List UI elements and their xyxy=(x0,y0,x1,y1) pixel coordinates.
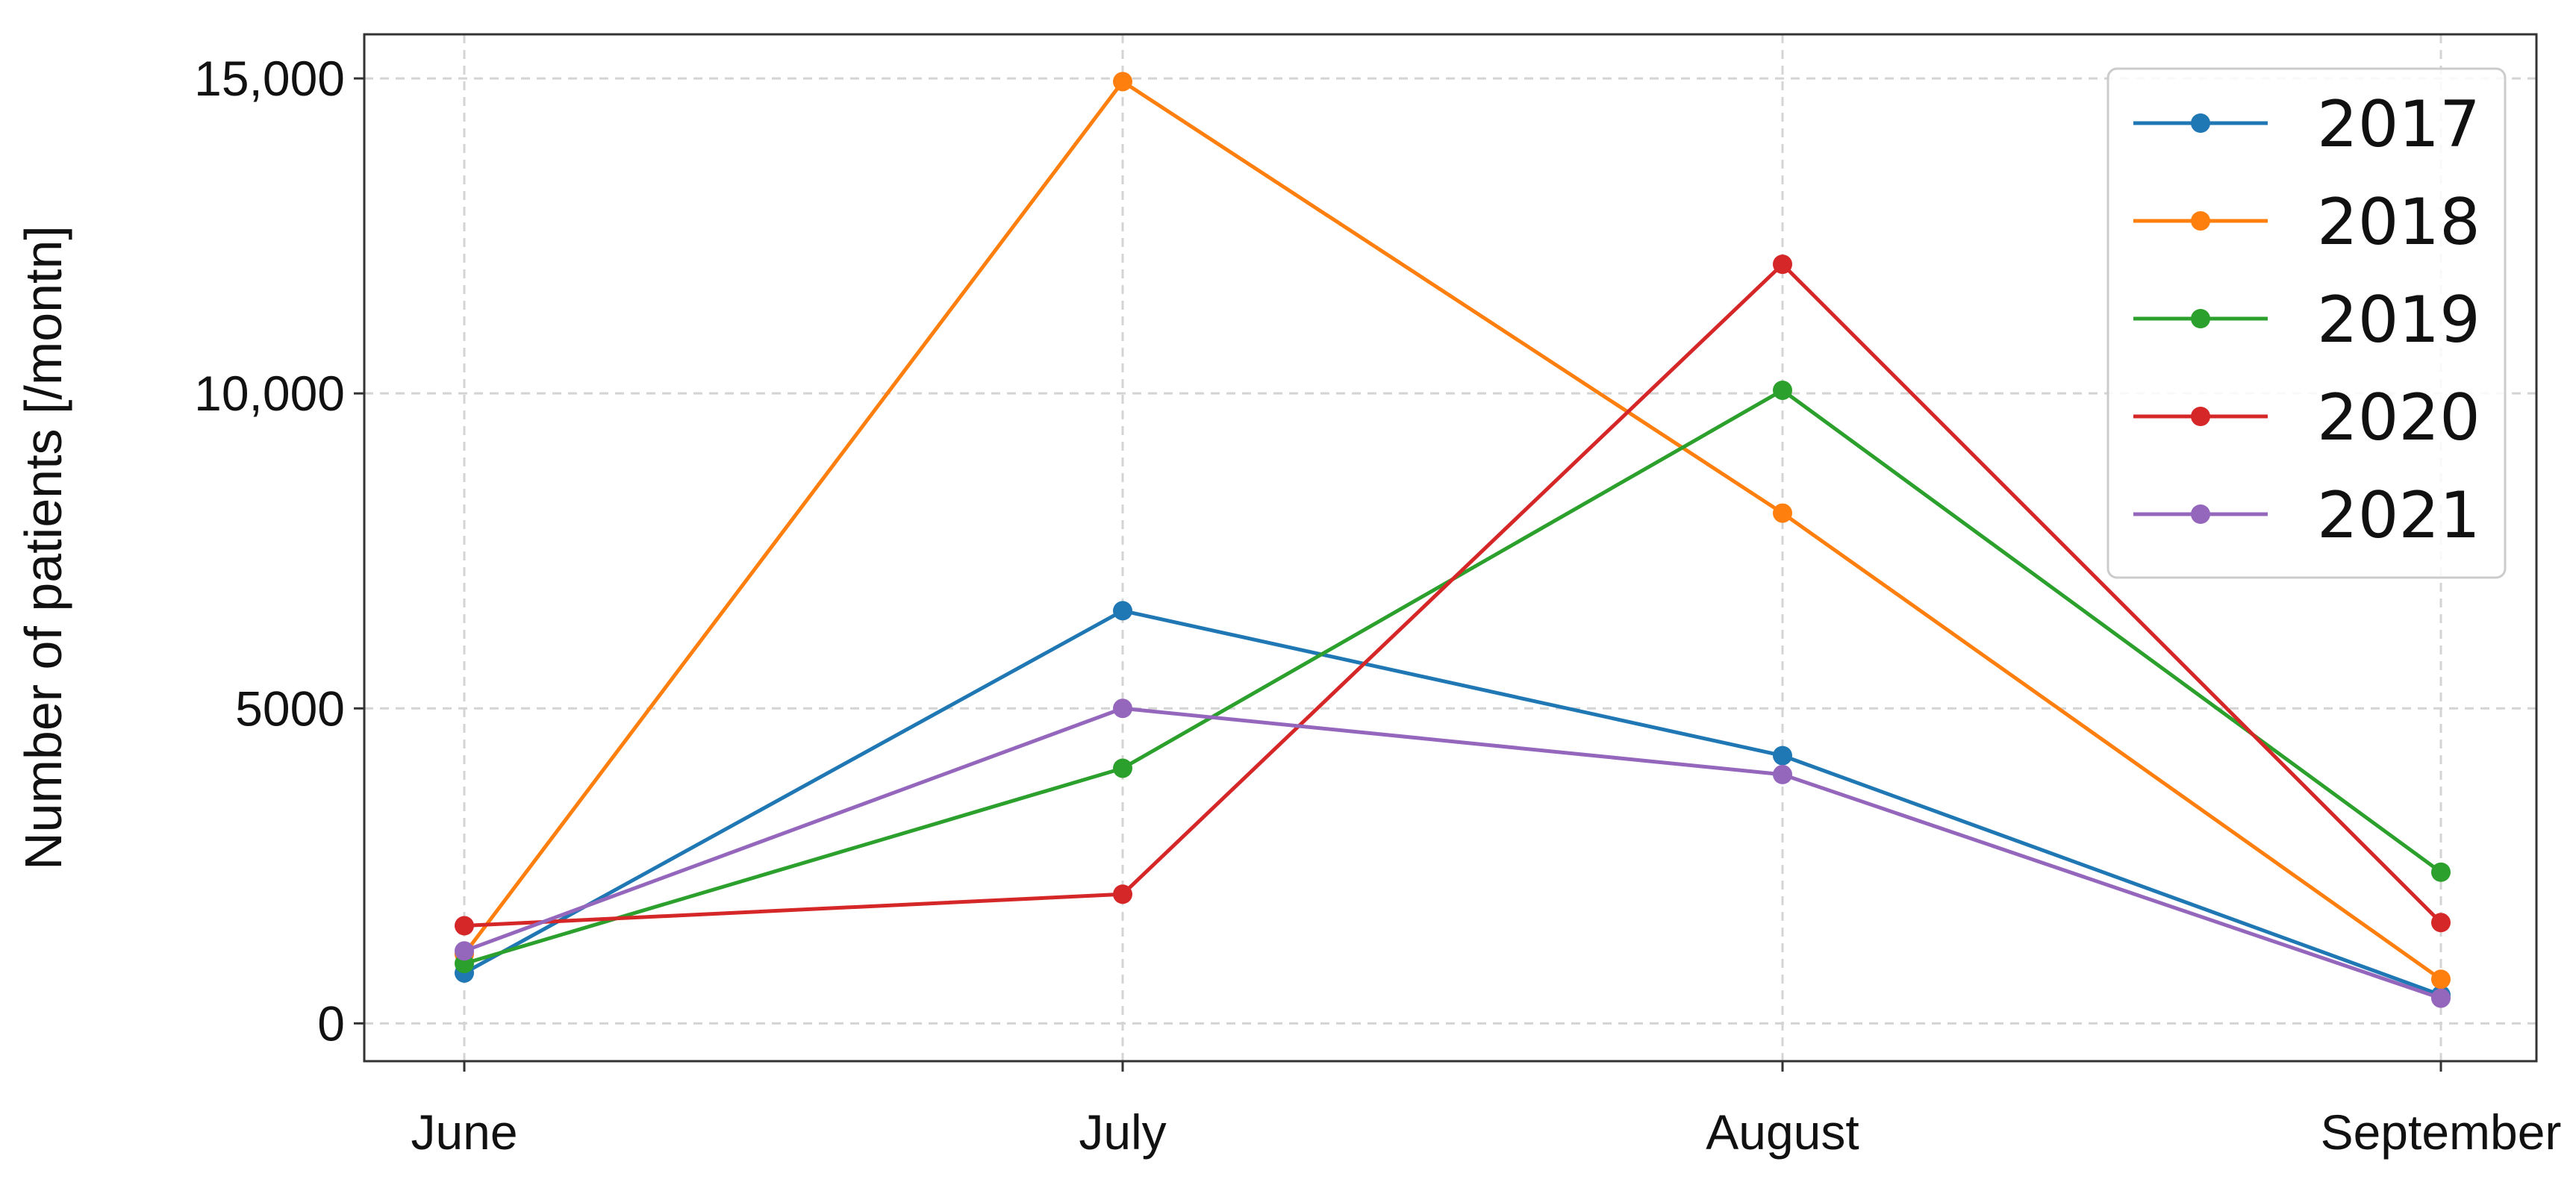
series-lines xyxy=(455,72,2451,1008)
data-point-2018-september xyxy=(2431,969,2451,990)
x-axis-ticks: June July August September xyxy=(411,1061,2561,1160)
legend-item-2018: 2018 xyxy=(2133,185,2480,260)
legend-marker xyxy=(2191,407,2210,426)
data-point-2021-september xyxy=(2431,988,2451,1008)
y-axis-label: Number of patients [/montn] xyxy=(14,225,72,870)
series-line-2017 xyxy=(462,608,2443,997)
legend-item-2020: 2020 xyxy=(2133,381,2480,455)
legend-item-2019: 2019 xyxy=(2133,283,2480,357)
legend-box xyxy=(2106,67,2507,579)
y-tick-label: 15,000 xyxy=(194,51,345,106)
data-point-2020-september xyxy=(2431,913,2451,933)
data-point-2021-august xyxy=(1773,764,1792,784)
legend-item-2021: 2021 xyxy=(2133,478,2480,553)
data-point-2019-august xyxy=(1773,380,1792,400)
y-axis-ticks: 0 5000 10,000 15,000 xyxy=(194,51,364,1051)
data-point-2020-august xyxy=(1773,254,1792,275)
x-tick-label: August xyxy=(1706,1104,1859,1160)
plot-frame xyxy=(363,33,2538,1063)
legend-label: 2017 xyxy=(2317,87,2480,162)
legend-label: 2021 xyxy=(2317,478,2480,553)
data-point-2021-june xyxy=(455,941,474,961)
legend-marker xyxy=(2191,309,2210,328)
y-tick-label: 5000 xyxy=(235,681,345,736)
series-line-2020 xyxy=(462,262,2443,928)
legend: 2017 2018 2019 2020 2021 xyxy=(2106,67,2507,579)
legend-label: 2019 xyxy=(2317,283,2480,357)
data-point-2020-june xyxy=(455,916,474,936)
x-tick-label: September xyxy=(2321,1104,2562,1160)
legend-item-2017: 2017 xyxy=(2133,87,2480,162)
data-point-2017-august xyxy=(1773,746,1792,766)
data-point-2020-july xyxy=(1113,884,1132,904)
legend-marker xyxy=(2191,211,2210,231)
legend-label: 2020 xyxy=(2317,381,2480,455)
series-2020 xyxy=(455,254,2451,936)
data-point-2019-september xyxy=(2431,862,2451,882)
data-point-2019-july xyxy=(1113,758,1132,778)
data-point-2018-august xyxy=(1773,503,1792,523)
y-tick-label: 0 xyxy=(317,995,345,1051)
data-point-2017-july xyxy=(1113,601,1132,621)
series-2021 xyxy=(455,698,2451,1008)
legend-label: 2018 xyxy=(2317,185,2480,260)
legend-marker xyxy=(2191,113,2210,133)
x-tick-label: July xyxy=(1079,1104,1166,1160)
y-tick-label: 10,000 xyxy=(194,366,345,421)
legend-marker xyxy=(2191,504,2210,524)
series-line-2021 xyxy=(462,706,2443,1001)
series-line-2018 xyxy=(462,79,2443,981)
data-point-2018-july xyxy=(1113,72,1132,92)
x-tick-label: June xyxy=(411,1104,517,1160)
data-point-2021-july xyxy=(1113,698,1132,719)
